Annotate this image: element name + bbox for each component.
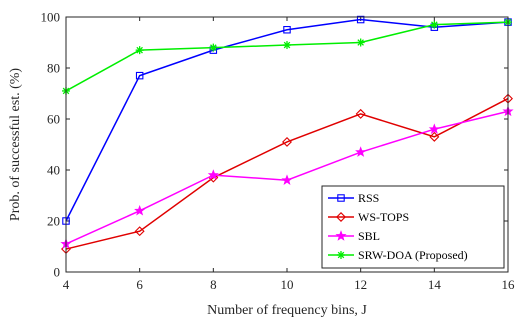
square-marker [356, 15, 365, 24]
data-point [281, 174, 293, 185]
x-tick-label: 6 [136, 277, 143, 292]
axes-box [65, 16, 509, 273]
legend-label: RSS [358, 191, 379, 205]
asterisk-stroke [136, 46, 143, 54]
diamond-marker [336, 212, 346, 222]
data-point [430, 20, 439, 29]
star-marker [134, 204, 146, 216]
legend-entry: SRW-DOA (Proposed) [328, 248, 468, 262]
data-point [134, 226, 145, 237]
asterisk-stroke [337, 251, 345, 259]
star-marker [355, 146, 367, 157]
series-layer [60, 15, 514, 255]
data-point [135, 71, 144, 80]
legend-entry: RSS [328, 191, 379, 205]
y-tick-label: 0 [54, 265, 61, 280]
square-marker [135, 71, 144, 80]
x-tick-label: 8 [210, 277, 217, 292]
diamond-marker [282, 136, 292, 147]
asterisk-stroke [431, 21, 438, 28]
data-point [428, 123, 440, 134]
y-axis-label: Prob. of successful est. (%) [8, 68, 23, 222]
y-tick-label: 80 [47, 61, 60, 76]
y-tick-label: 40 [47, 163, 60, 178]
x-axis-label: Number of frequency bins, J [207, 303, 367, 318]
star-marker [428, 123, 440, 134]
star-marker [207, 169, 219, 180]
data-point [135, 46, 144, 55]
x-tick-label: 12 [354, 277, 367, 292]
data-point [283, 41, 291, 50]
legend: RSS WS-TOPS SBL SRW-DOA (Proposed) [321, 185, 505, 269]
axes-frame [65, 16, 509, 273]
asterisk-stroke [283, 41, 291, 49]
y-tick-label: 60 [47, 112, 60, 127]
x-tick-label: 16 [502, 277, 516, 292]
data-point [355, 108, 366, 119]
x-tick-label: 4 [63, 277, 70, 292]
star-marker [335, 230, 347, 241]
square-marker [283, 25, 291, 34]
diamond-marker [134, 226, 145, 237]
data-point [356, 38, 365, 47]
data-point [282, 136, 292, 147]
diamond-marker [429, 131, 440, 142]
legend-label: WS-TOPS [358, 210, 409, 224]
legend-label: SBL [358, 229, 380, 243]
y-tick-label: 20 [47, 214, 60, 229]
data-point [429, 131, 440, 142]
data-point [355, 146, 367, 157]
diamond-marker [355, 108, 366, 119]
data-point [336, 212, 346, 222]
star-marker [281, 174, 293, 185]
asterisk-stroke [357, 39, 364, 46]
series-line [65, 97, 509, 250]
legend-entry: WS-TOPS [328, 210, 409, 224]
x-tick-label: 10 [281, 277, 294, 292]
legend-entry: SBL [328, 229, 380, 243]
asterisk-stroke [210, 44, 217, 51]
data-point [356, 15, 365, 24]
data-point [207, 169, 219, 180]
series-srw-doa-proposed [62, 18, 512, 95]
x-tick-label: 14 [428, 277, 442, 292]
data-point [337, 251, 345, 259]
data-point [209, 43, 218, 52]
data-point [134, 204, 146, 216]
square-marker [337, 194, 345, 202]
y-tick-label: 100 [41, 10, 61, 25]
legend-label: SRW-DOA (Proposed) [358, 248, 468, 262]
data-point [335, 230, 347, 241]
data-point [337, 194, 345, 202]
data-point [283, 25, 291, 34]
